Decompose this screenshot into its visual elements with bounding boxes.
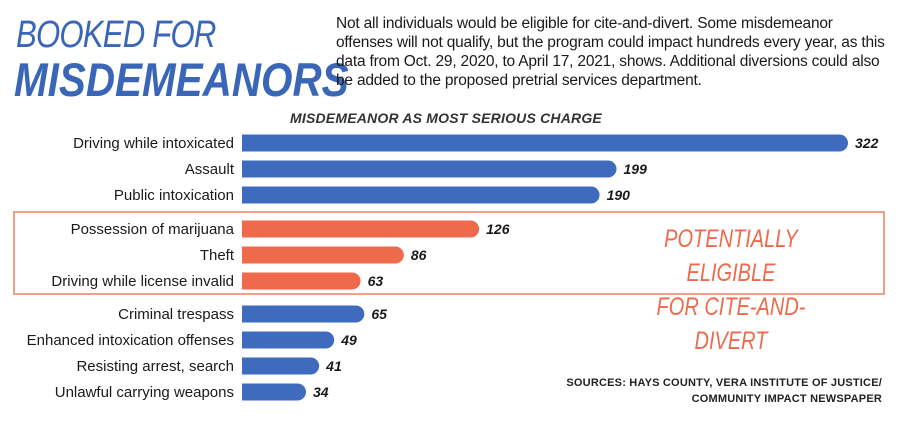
value-label: 34	[313, 384, 329, 400]
title-line-2: MISDEMEANORS	[14, 53, 349, 106]
category-label: Criminal trespass	[118, 306, 234, 323]
value-label: 65	[371, 306, 387, 322]
title-line-1: BOOKED FOR	[16, 14, 216, 56]
bar-enhanced-intoxication-offenses	[242, 331, 335, 349]
eligible-line-1: POTENTIALLY ELIGIBLE	[664, 225, 798, 287]
value-label: 63	[368, 273, 384, 289]
value-label: 322	[855, 135, 879, 151]
bar-criminal-trespass	[242, 305, 365, 323]
chart-title: MISDEMEANOR AS MOST SERIOUS CHARGE	[290, 110, 602, 126]
category-label: Driving while license invalid	[51, 273, 234, 290]
source-line-1: SOURCES: HAYS COUNTY, VERA INSTITUTE OF …	[566, 377, 882, 389]
bar-driving-while-intoxicated	[242, 134, 848, 152]
bar-possession-of-marijuana	[242, 220, 480, 238]
value-label: 49	[340, 332, 357, 348]
value-label: 199	[624, 161, 648, 177]
category-label: Driving while intoxicated	[73, 135, 234, 152]
value-label: 86	[411, 247, 427, 263]
bar-unlawful-carrying-weapons	[242, 383, 306, 401]
value-label: 126	[486, 221, 510, 237]
category-label: Resisting arrest, search	[76, 358, 234, 375]
bar-resisting-arrest-search	[242, 357, 320, 375]
value-label: 41	[325, 358, 342, 374]
source-line-2: COMMUNITY IMPACT NEWSPAPER	[691, 393, 882, 405]
description: Not all individuals would be eligible fo…	[336, 15, 885, 89]
bar-theft	[242, 246, 404, 264]
category-label: Public intoxication	[114, 187, 234, 204]
category-label: Theft	[200, 247, 235, 264]
bar-public-intoxication	[242, 186, 600, 204]
category-label: Possession of marijuana	[71, 221, 235, 238]
category-label: Unlawful carrying weapons	[55, 384, 234, 401]
category-label: Enhanced intoxication offenses	[27, 332, 234, 349]
bar-assault	[242, 160, 617, 178]
source-note: SOURCES: HAYS COUNTY, VERA INSTITUTE OF …	[566, 375, 882, 407]
bar-driving-while-license-invalid	[242, 272, 361, 290]
value-label: 190	[607, 187, 631, 203]
eligible-annotation: POTENTIALLY ELIGIBLE FOR CITE-AND-DIVERT	[623, 222, 839, 358]
eligible-line-2: FOR CITE-AND-DIVERT	[656, 293, 806, 355]
eligible-highlight-box	[13, 211, 885, 295]
category-label: Assault	[185, 161, 235, 178]
